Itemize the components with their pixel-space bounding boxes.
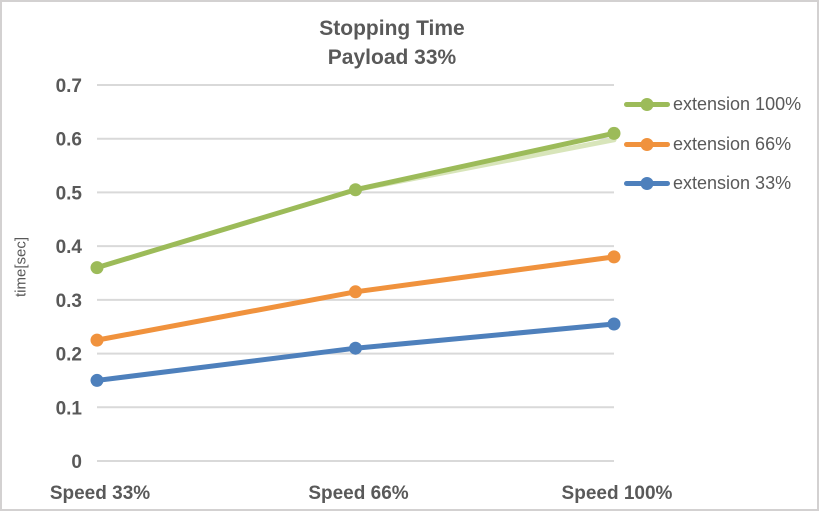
data-point-extension-100 xyxy=(349,183,362,197)
legend-marker-icon xyxy=(640,97,654,111)
data-point-extension-33 xyxy=(607,317,621,331)
legend-label: extension 33% xyxy=(673,172,792,193)
data-point-extension-100 xyxy=(90,261,104,275)
legend-label: extension 66% xyxy=(673,133,792,154)
y-tick-label: 0 xyxy=(71,452,82,473)
data-point-extension-66 xyxy=(607,250,621,264)
data-point-extension-33 xyxy=(90,373,104,387)
legend-marker-icon xyxy=(640,137,654,151)
y-tick-label: 0.1 xyxy=(56,398,83,419)
legend-swatch-icon xyxy=(624,137,670,151)
y-tick-label: 0.7 xyxy=(56,76,82,97)
legend-swatch-icon xyxy=(624,97,670,111)
legend-label: extension 100% xyxy=(673,93,802,114)
x-tick-label: Speed 33% xyxy=(50,483,150,504)
data-point-extension-66 xyxy=(90,333,104,347)
legend-swatch-icon xyxy=(624,176,670,190)
y-tick-label: 0.4 xyxy=(56,237,83,258)
data-point-extension-33 xyxy=(349,341,362,355)
x-tick-label: Speed 100% xyxy=(562,483,673,504)
legend-marker-icon xyxy=(640,176,654,190)
y-tick-label: 0.5 xyxy=(56,183,83,204)
legend-item-extension-100[interactable]: extension 100% xyxy=(624,91,801,117)
y-tick-label: 0.2 xyxy=(56,345,82,366)
y-tick-label: 0.6 xyxy=(56,130,82,151)
data-point-extension-66 xyxy=(349,285,362,299)
y-tick-label: 0.3 xyxy=(56,291,82,312)
legend-item-extension-33[interactable]: extension 33% xyxy=(624,170,791,196)
data-point-extension-100 xyxy=(607,126,621,140)
x-tick-label: Speed 66% xyxy=(308,483,408,504)
legend-item-extension-66[interactable]: extension 66% xyxy=(624,131,791,157)
series-line-extension-66 xyxy=(94,254,617,343)
